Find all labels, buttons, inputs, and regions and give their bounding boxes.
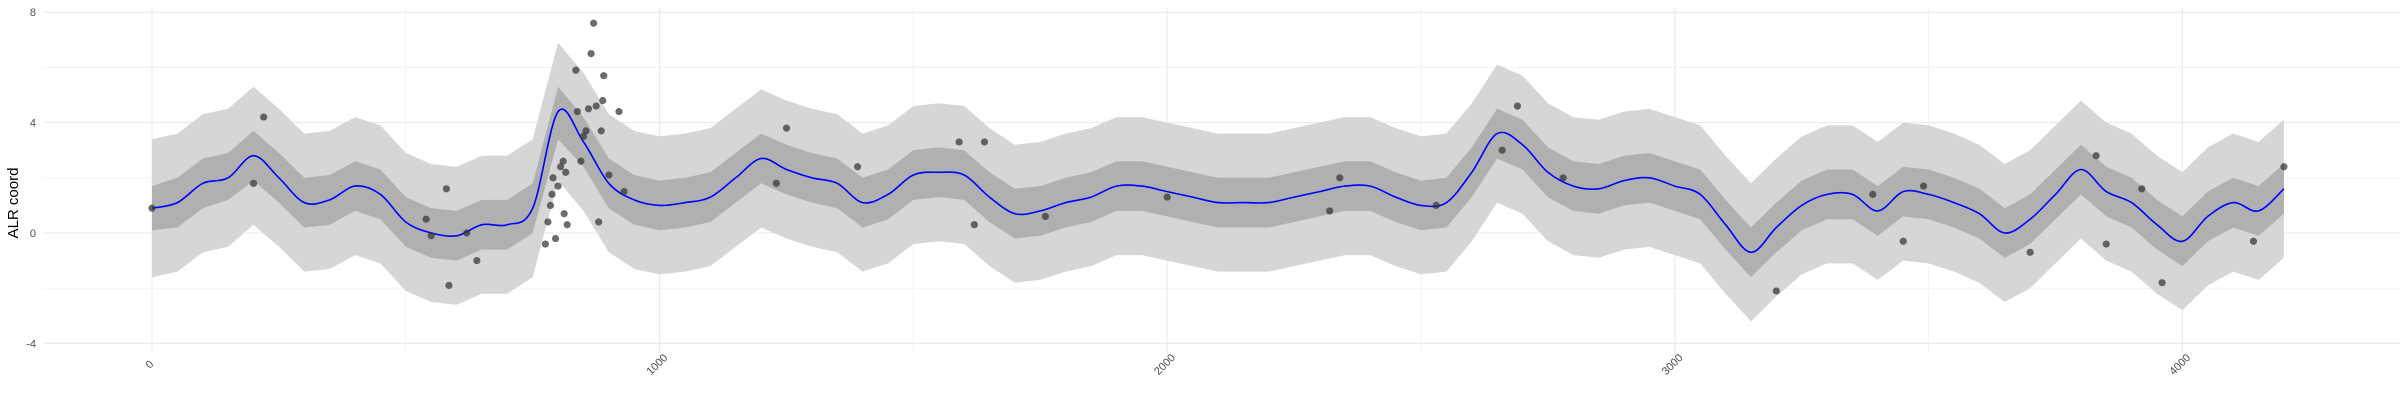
data-point xyxy=(260,113,268,121)
data-point xyxy=(600,72,608,80)
data-point xyxy=(427,232,435,240)
data-point xyxy=(590,19,598,27)
data-point xyxy=(579,132,588,140)
data-point xyxy=(442,185,451,193)
data-point xyxy=(1336,174,1344,182)
data-point xyxy=(970,221,978,229)
data-point xyxy=(1869,190,1877,198)
data-point xyxy=(1498,146,1506,154)
data-point xyxy=(853,163,862,171)
data-point xyxy=(605,171,613,179)
data-point xyxy=(463,229,471,237)
data-point xyxy=(1772,287,1780,295)
data-point xyxy=(544,218,552,226)
mean-curve xyxy=(151,108,2285,254)
data-point xyxy=(572,66,580,74)
data-point xyxy=(615,107,623,116)
data-point xyxy=(148,204,156,212)
data-point xyxy=(1041,212,1049,221)
data-point xyxy=(445,281,453,290)
data-point xyxy=(1513,102,1522,110)
data-point xyxy=(1899,237,1907,245)
y-axis-title: ALR coord xyxy=(5,168,22,239)
data-point xyxy=(955,138,963,146)
data-point xyxy=(560,210,568,218)
data-point xyxy=(1326,207,1334,215)
data-point xyxy=(587,50,595,58)
data-point xyxy=(1559,174,1567,182)
data-point xyxy=(2158,279,2166,287)
data-point xyxy=(577,157,585,165)
data-point xyxy=(551,234,560,243)
data-point xyxy=(1163,193,1171,201)
data-point xyxy=(557,163,565,171)
y-tick-label: 8 xyxy=(30,7,36,19)
data-point xyxy=(1432,201,1440,209)
data-point xyxy=(582,127,590,135)
data-point xyxy=(563,221,571,229)
data-point xyxy=(782,124,791,132)
data-point xyxy=(2102,240,2110,248)
data-point xyxy=(584,105,593,113)
y-tick-label: 0 xyxy=(30,228,36,240)
data-point xyxy=(559,157,567,165)
y-axis-tick-labels: -4 0 4 8 xyxy=(26,7,36,350)
data-point xyxy=(599,96,607,105)
mean-line xyxy=(151,108,2285,254)
data-point xyxy=(546,201,555,209)
data-point xyxy=(573,107,581,116)
inner-band xyxy=(152,86,2284,278)
data-point xyxy=(548,190,556,198)
data-point xyxy=(620,188,628,196)
data-point xyxy=(2026,248,2034,256)
data-point xyxy=(554,182,562,190)
data-point xyxy=(1919,182,1928,190)
y-tick-label: 4 xyxy=(30,118,36,130)
data-point xyxy=(595,218,603,226)
observed-points xyxy=(148,19,2288,295)
data-point xyxy=(422,215,430,223)
data-point xyxy=(541,240,549,248)
data-point xyxy=(2249,237,2258,245)
data-point xyxy=(562,168,570,176)
data-point xyxy=(2138,185,2146,193)
data-point xyxy=(249,179,258,187)
data-point xyxy=(597,127,605,135)
data-point xyxy=(2092,152,2100,160)
data-point xyxy=(980,138,989,146)
data-point xyxy=(2280,163,2288,171)
y-tick-label: -4 xyxy=(26,338,36,350)
data-point xyxy=(592,102,600,110)
data-point xyxy=(473,257,481,265)
data-point xyxy=(772,179,780,187)
data-point xyxy=(549,174,557,182)
